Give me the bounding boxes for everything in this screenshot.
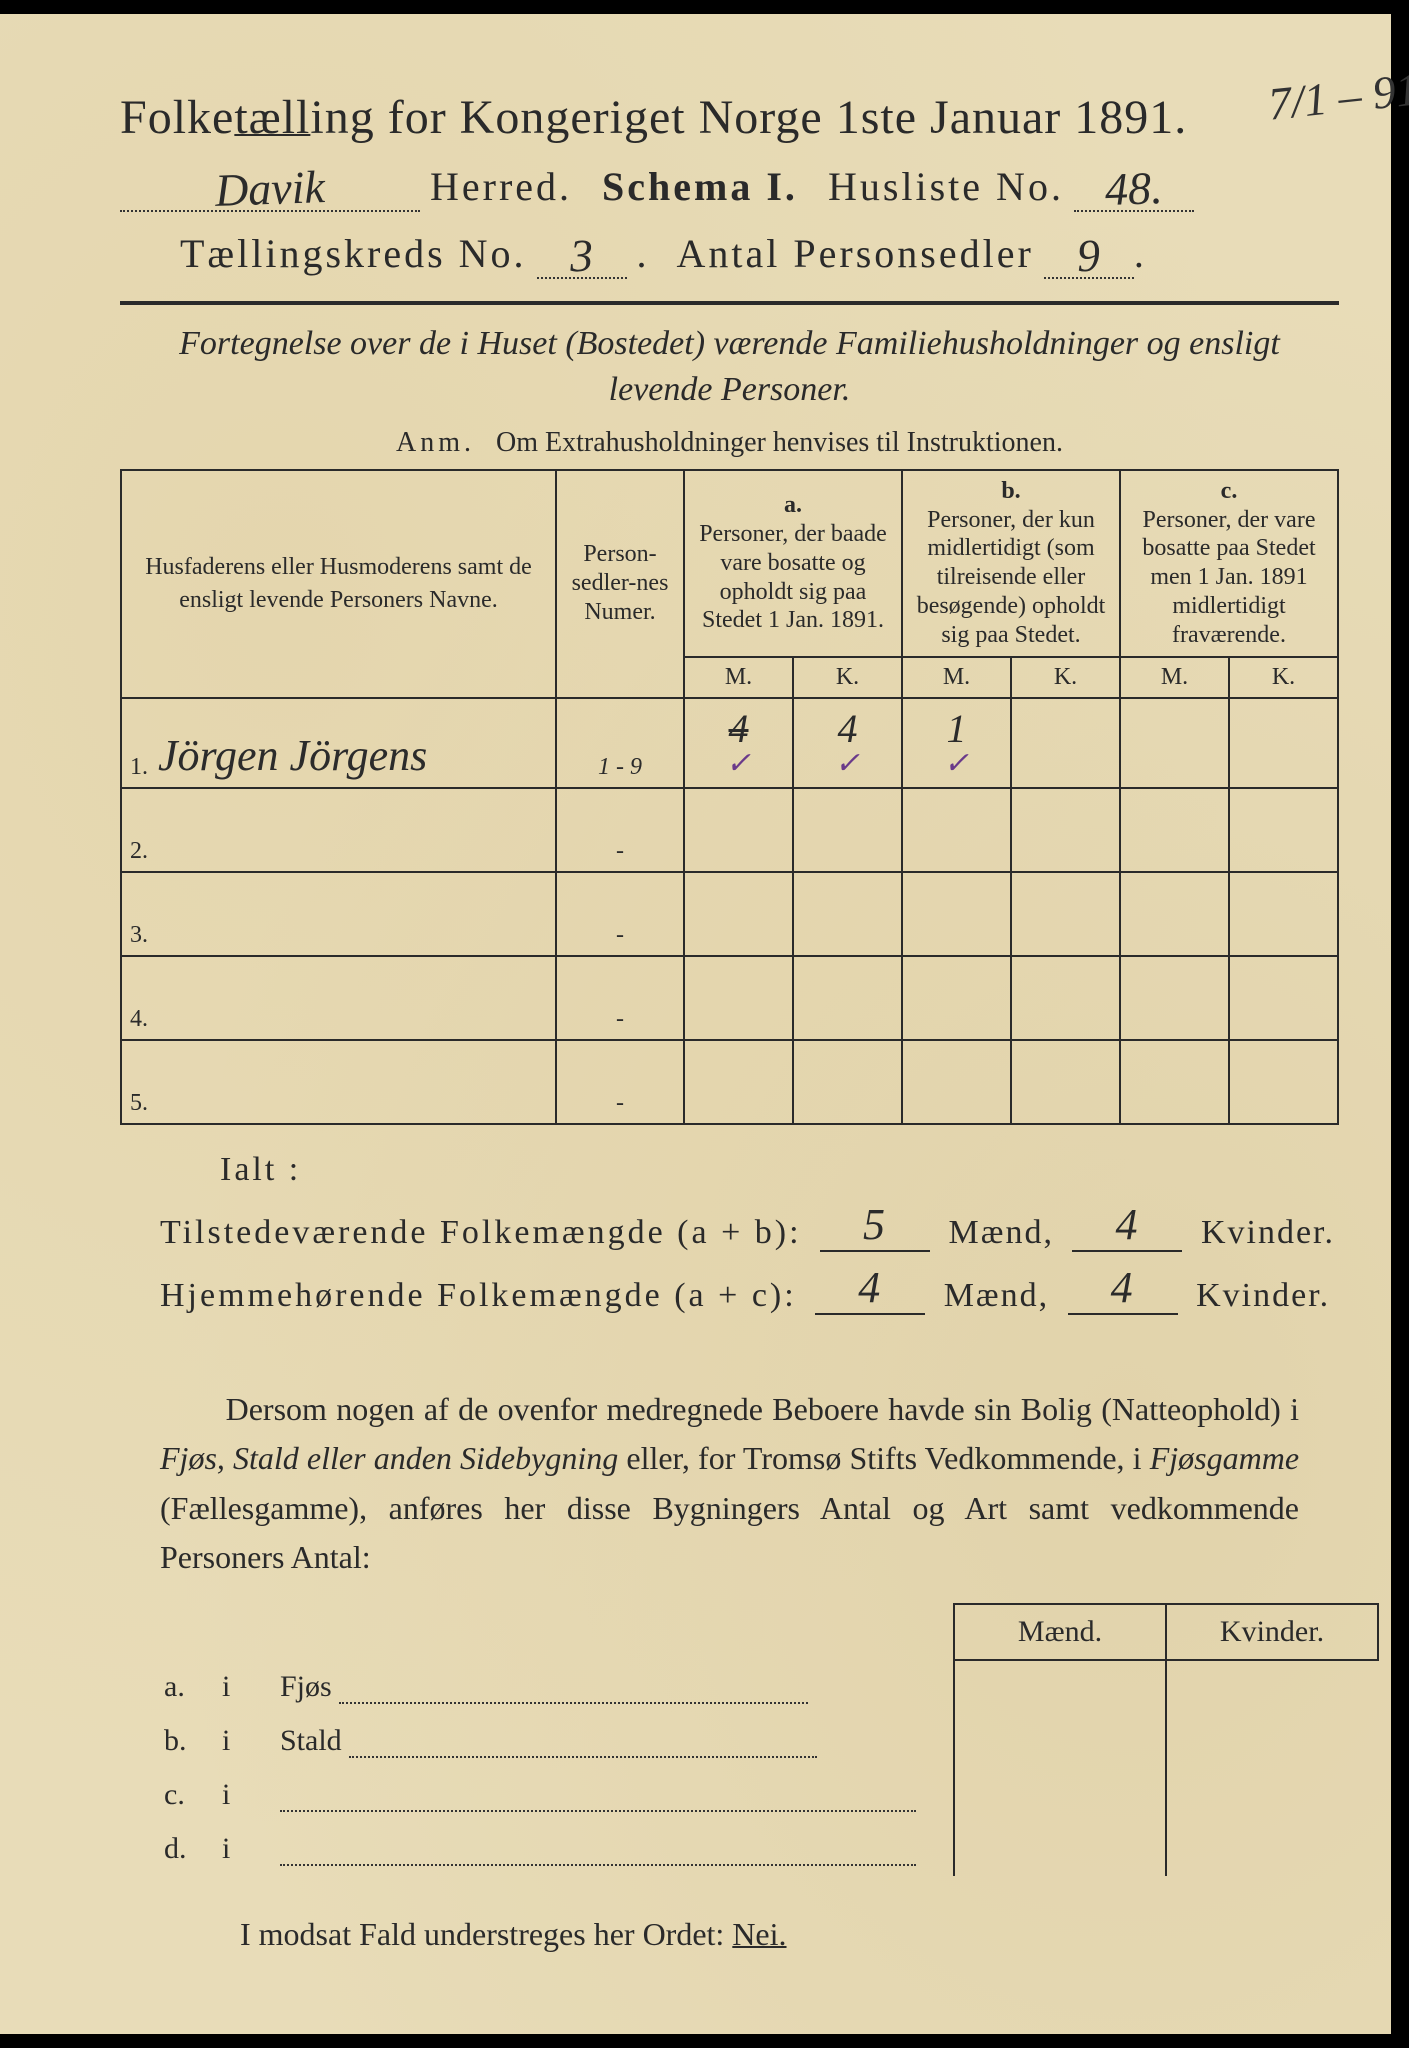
closing-line: I modsat Fald understreges her Ordet: Ne… — [240, 1916, 1339, 1953]
antal-value: 9 — [1077, 242, 1101, 270]
anm-note: Anm. Om Extrahusholdninger henvises til … — [120, 427, 1339, 459]
header-row-2: Tællingskreds No. 3 . Antal Personsedler… — [180, 230, 1339, 279]
lodging-col-m: Mænd. — [954, 1604, 1166, 1660]
col-person-no: Person-sedler-nes Numer. — [556, 470, 684, 698]
lodging-row: b.iStald — [160, 1714, 1378, 1768]
table-row: 1.Jörgen Jörgens1 - 94✓4✓1✓ — [121, 698, 1338, 788]
lodging-row: c.i — [160, 1768, 1378, 1822]
form-title: Folketælling for Kongeriget Norge 1ste J… — [120, 90, 1339, 145]
table-row: 2.- — [121, 788, 1338, 872]
col-a-m: M. — [684, 657, 793, 698]
col-a-k: K. — [793, 657, 902, 698]
census-form-page: 7/1 – 91 Folketælling for Kongeriget Nor… — [0, 0, 1409, 2048]
lodging-paragraph: Dersom nogen af de ovenfor medregnede Be… — [160, 1385, 1299, 1583]
col-b-m: M. — [902, 657, 1011, 698]
ialt-label: Ialt : — [220, 1151, 1339, 1189]
col-b-k: K. — [1011, 657, 1120, 698]
col-names: Husfaderens eller Husmoderens samt de en… — [121, 470, 556, 698]
herred-value: Davik — [215, 173, 326, 204]
header-row-1: Davik Herred. Schema I. Husliste No. 48. — [120, 163, 1339, 212]
col-b: b. Personer, der kun midlertidigt (som t… — [902, 470, 1120, 657]
divider-1 — [120, 301, 1339, 305]
col-c: c. Personer, der vare bosatte paa Stedet… — [1120, 470, 1338, 657]
husliste-value: 48. — [1105, 174, 1163, 204]
lodging-col-k: Kvinder. — [1166, 1604, 1378, 1660]
kreds-value: 3 — [570, 242, 594, 270]
col-c-m: M. — [1120, 657, 1229, 698]
table-row: 5.- — [121, 1040, 1338, 1124]
table-row: 4.- — [121, 956, 1338, 1040]
lodging-table: Mænd. Kvinder. a.iFjøs b.iStald c.id.i — [160, 1603, 1379, 1876]
margin-date-note: 7/1 – 91 — [1266, 62, 1409, 130]
lodging-row: d.i — [160, 1822, 1378, 1876]
totals-resident: Hjemmehørende Folkemængde (a + c): 4 Mæn… — [160, 1262, 1339, 1315]
lodging-row: a.iFjøs — [160, 1660, 1378, 1714]
subtitle: Fortegnelse over de i Huset (Bostedet) v… — [160, 321, 1299, 413]
col-a: a. Personer, der baade vare bosatte og o… — [684, 470, 902, 657]
col-c-k: K. — [1229, 657, 1338, 698]
household-table: Husfaderens eller Husmoderens samt de en… — [120, 469, 1339, 1125]
totals-present: Tilstedeværende Folkemængde (a + b): 5 M… — [160, 1199, 1339, 1252]
table-row: 3.- — [121, 872, 1338, 956]
household-name: Jörgen Jörgens — [158, 731, 427, 780]
